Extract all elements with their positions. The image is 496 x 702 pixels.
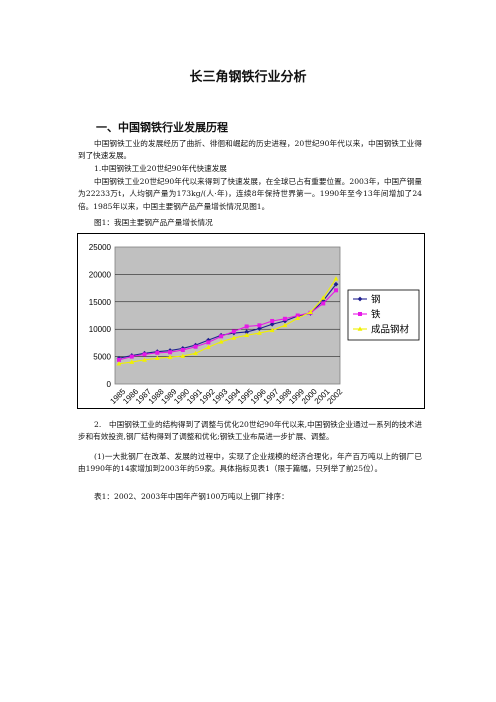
data-point [321, 301, 326, 306]
data-point [180, 348, 185, 353]
data-point [257, 330, 262, 335]
data-point [231, 329, 236, 334]
series-line [118, 289, 337, 361]
section-heading: 一、中国钢铁行业发展历程 [96, 121, 228, 134]
data-point [155, 350, 160, 355]
data-point [167, 354, 173, 359]
data-point [218, 339, 224, 344]
data-point [257, 326, 262, 332]
data-point [205, 344, 211, 350]
data-point [308, 309, 313, 315]
data-point [295, 315, 301, 321]
data-point [334, 288, 338, 293]
table-caption: 表1：2002、2003年中国年产钢100万吨以上钢厂排序： [94, 492, 289, 501]
data-point [282, 322, 288, 328]
data-point [244, 332, 250, 338]
subheading-1: 1.中国钢铁工业20世纪90年代快速发展 [94, 164, 227, 173]
y-tick-label: 25000 [89, 243, 112, 252]
data-point [142, 357, 147, 362]
y-tick-label: 15000 [89, 298, 112, 307]
paragraph-growth: 中国钢铁工业20世纪90年代以来得到了快速发展，在全球已占有重要位置。2003年… [78, 177, 422, 211]
series-成品钢材 [116, 276, 339, 366]
data-point [168, 350, 173, 355]
y-tick-label: 20000 [89, 270, 112, 279]
figure-caption: 图1：我国主要钢产品产量增长情况 [94, 218, 213, 227]
data-point [129, 354, 134, 359]
data-point [206, 340, 211, 345]
data-point [357, 296, 363, 302]
data-point [193, 344, 198, 349]
series-line [118, 278, 337, 365]
paragraph-structure: 2. 中国钢铁工业的结构得到了调整与优化20世纪90年代以来,中国钢铁企业通过一… [78, 420, 422, 442]
legend-entry: 成品钢材 [353, 324, 410, 336]
y-tick-label: 5000 [93, 353, 111, 362]
y-tick-label: 0 [107, 380, 112, 389]
data-point [357, 326, 363, 331]
data-point [244, 324, 249, 329]
legend-label: 成品钢材 [371, 324, 410, 336]
data-point [142, 352, 147, 357]
data-point [269, 327, 275, 333]
data-point [129, 359, 135, 364]
data-point [193, 350, 198, 356]
legend-label: 铁 [371, 309, 381, 321]
data-point [154, 355, 160, 361]
data-point [282, 316, 287, 321]
data-point [270, 318, 275, 323]
doc-title: 长三角钢铁行业分析 [189, 70, 307, 85]
data-point [269, 321, 275, 327]
legend-entry: 铁 [353, 309, 381, 321]
data-point [295, 313, 300, 318]
legend-label: 钢 [371, 294, 381, 306]
y-tick-label: 10000 [89, 325, 112, 334]
paragraph-intro: 中国钢铁工业的发展经历了曲折、徘徊和崛起的历史进程，20世纪90年代以来，中国钢… [78, 139, 422, 161]
data-point [180, 353, 186, 358]
data-point [333, 281, 339, 287]
data-point [117, 357, 121, 362]
data-point [116, 361, 122, 366]
data-point [320, 295, 326, 300]
data-point [231, 335, 237, 340]
data-point [333, 276, 339, 281]
plot-area [114, 246, 341, 385]
data-point [358, 312, 362, 316]
data-point [257, 323, 262, 328]
data-point [219, 334, 224, 339]
legend-entry: 钢 [353, 294, 381, 306]
paragraph-scale: (1)一大批钢厂在改革、发展的过程中，实现了企业规模的经济合理化，年产百万吨以上… [78, 452, 422, 474]
